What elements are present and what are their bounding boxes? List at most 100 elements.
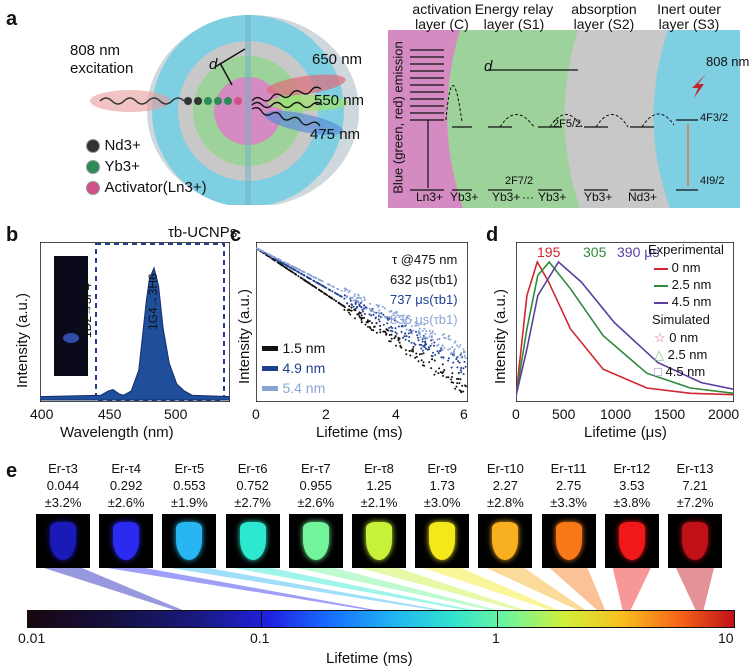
decay-point [296, 270, 299, 273]
sample-tile [604, 514, 659, 568]
decay-point [318, 282, 320, 285]
decay-point [459, 353, 462, 356]
decay-point [437, 372, 440, 375]
sample-name: Er-τ6 [237, 461, 268, 476]
decay-point [458, 389, 461, 392]
decay-point [455, 385, 458, 388]
decay-point [438, 337, 441, 340]
decay-point [380, 312, 383, 315]
panel-d-label: d [486, 224, 499, 246]
decay-point [449, 338, 452, 341]
decay-point [423, 323, 426, 326]
decay-point [420, 344, 423, 346]
decay-point [297, 275, 300, 278]
decay-point [391, 327, 394, 329]
panel-b-xtick-500: 500 [164, 406, 188, 422]
sample-err: ±2.7% [234, 495, 271, 510]
decay-point [357, 313, 360, 315]
decay-point [302, 270, 305, 273]
decay-point [416, 334, 419, 337]
sample-caption: Er-τ7 0.955 ±2.6% [285, 460, 347, 511]
decay-point [377, 315, 380, 317]
decay-point [299, 269, 302, 272]
decay-point [442, 370, 445, 373]
sample-err: ±2.1% [360, 495, 398, 510]
decay-point [374, 317, 377, 320]
decay-point [389, 340, 392, 343]
exp-item-3: 4.5 nm [654, 294, 711, 309]
decay-point [441, 363, 444, 366]
decay-point [329, 289, 332, 292]
decay-point [294, 267, 297, 269]
decay-point [360, 321, 363, 324]
decay-point [343, 294, 346, 297]
decay-point [350, 309, 353, 312]
decay-point [466, 357, 468, 360]
decay-point [354, 299, 357, 302]
decay-point [353, 295, 356, 298]
decay-point [353, 308, 356, 311]
decay-point [405, 353, 408, 356]
decay-point [386, 322, 389, 325]
decay-point [335, 300, 338, 303]
panel-d-xlabel: Lifetime (μs) [584, 424, 667, 441]
sample-value: 1.25 [366, 478, 392, 493]
decay-point [322, 285, 325, 288]
panel-b-xlabel: Wavelength (nm) [60, 424, 174, 441]
decay-point [312, 275, 315, 278]
decay-point [286, 267, 289, 270]
decay-point [442, 374, 445, 377]
decay-point [409, 328, 412, 331]
decay-point [382, 323, 385, 326]
sample-name: Er-τ9 [427, 461, 458, 476]
sample-tile [478, 514, 533, 568]
legend-nd: Nd3+ [86, 137, 141, 155]
decay-point [288, 265, 291, 268]
decay-point [280, 264, 283, 267]
decay-point [371, 322, 373, 324]
decay-point [329, 296, 332, 299]
decay-point [279, 259, 282, 262]
decay-point [274, 256, 276, 259]
panel-c-xtick-2: 2 [322, 406, 330, 422]
sample-tile [162, 514, 217, 568]
decay-point [420, 323, 423, 325]
decay-point [284, 263, 287, 266]
decay-point [418, 343, 421, 346]
decay-point [349, 313, 352, 316]
panel-b-annot-1: 1D2→3F4 [80, 283, 94, 338]
decay-point [434, 354, 437, 356]
decay-point [397, 339, 400, 342]
sample-value: 2.27 [492, 478, 519, 493]
decay-point [382, 313, 385, 316]
decay-point [379, 331, 382, 334]
decay-point [428, 329, 431, 332]
decay-point [422, 345, 425, 348]
panel-c-legend-3: 5.4 nm [262, 380, 325, 398]
decay-point [385, 328, 388, 331]
decay-point [404, 332, 407, 335]
decay-point [431, 355, 434, 358]
sample-caption: Er-τ12 3.53 ±3.8% [601, 460, 663, 511]
decay-point [443, 336, 446, 339]
decay-point [288, 269, 291, 272]
decay-point [364, 306, 367, 309]
decay-point [300, 277, 303, 280]
decay-point [386, 317, 389, 320]
experimental-curve [516, 259, 734, 397]
panel-c-legend-2: 4.9 nm [262, 360, 325, 378]
exp-item-2: 2.5 nm [654, 277, 711, 292]
decay-point [451, 376, 453, 378]
decay-point [318, 289, 321, 291]
panel-b-title: τb-UCNPs [168, 224, 238, 241]
panel-d-xtick-1000: 1000 [600, 406, 632, 422]
sample-value: 0.752 [236, 478, 269, 493]
decay-point [333, 298, 336, 301]
decay-point [395, 332, 398, 335]
decay-point [290, 270, 293, 273]
decay-point [414, 356, 417, 359]
ion-yb-2: Yb3+ [492, 190, 521, 204]
decay-point [448, 334, 451, 337]
sample-caption: Er-τ6 0.752 ±2.7% [222, 460, 284, 511]
state-2f52: 2F5/2 [553, 118, 582, 130]
